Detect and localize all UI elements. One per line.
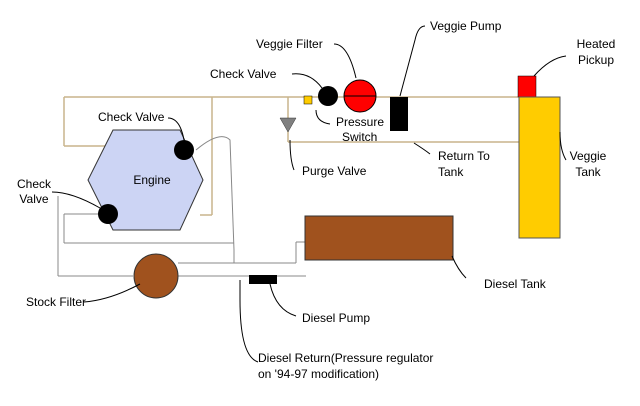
label-pressure-switch-1: Pressure — [336, 115, 384, 129]
engine-label: Engine — [133, 173, 171, 187]
label-check-valve-engine: Check Valve — [98, 110, 165, 124]
leader-lines — [51, 25, 567, 363]
heated-pickup — [517, 75, 537, 98]
diesel-tank — [304, 215, 454, 261]
label-heated-pickup-1: Heated — [577, 37, 616, 51]
veggie-tank — [518, 96, 561, 239]
diesel-pump — [249, 275, 277, 284]
label-purge-valve: Purge Valve — [302, 164, 367, 178]
label-check-valve-top: Check Valve — [210, 67, 277, 81]
label-heated-pickup-2: Pickup — [578, 53, 614, 67]
label-diesel-return-1: Diesel Return(Pressure regulator — [258, 351, 433, 365]
label-veggie-pump: Veggie Pump — [430, 19, 502, 33]
purge-valve — [279, 117, 297, 133]
label-diesel-tank: Diesel Tank — [484, 277, 547, 291]
label-diesel-return-2: on '94-97 modification) — [258, 367, 379, 381]
label-return-to-tank-2: Tank — [438, 165, 464, 179]
check-valve-top — [318, 86, 338, 106]
pressure-switch — [303, 95, 313, 105]
labels: Veggie Filter Veggie Pump Heated Pickup … — [17, 19, 615, 381]
label-check-valve-left-2: Valve — [19, 192, 48, 206]
label-check-valve-left-1: Check — [17, 177, 52, 191]
veggie-pump — [390, 97, 408, 131]
label-veggie-tank-2: Tank — [575, 165, 601, 179]
label-return-to-tank-1: Return To — [438, 149, 490, 163]
stock-filter — [133, 253, 179, 299]
veggie-fuel-lines — [63, 96, 519, 216]
label-stock-filter: Stock Filter — [26, 295, 86, 309]
label-pressure-switch-2: Switch — [342, 130, 377, 144]
label-veggie-tank-1: Veggie — [570, 149, 607, 163]
check-valve-engine — [174, 140, 194, 160]
label-diesel-pump: Diesel Pump — [302, 311, 370, 325]
label-veggie-filter: Veggie Filter — [256, 37, 323, 51]
diesel-fuel-lines — [57, 136, 306, 277]
check-valve-left — [98, 204, 118, 224]
engine — [87, 129, 204, 231]
